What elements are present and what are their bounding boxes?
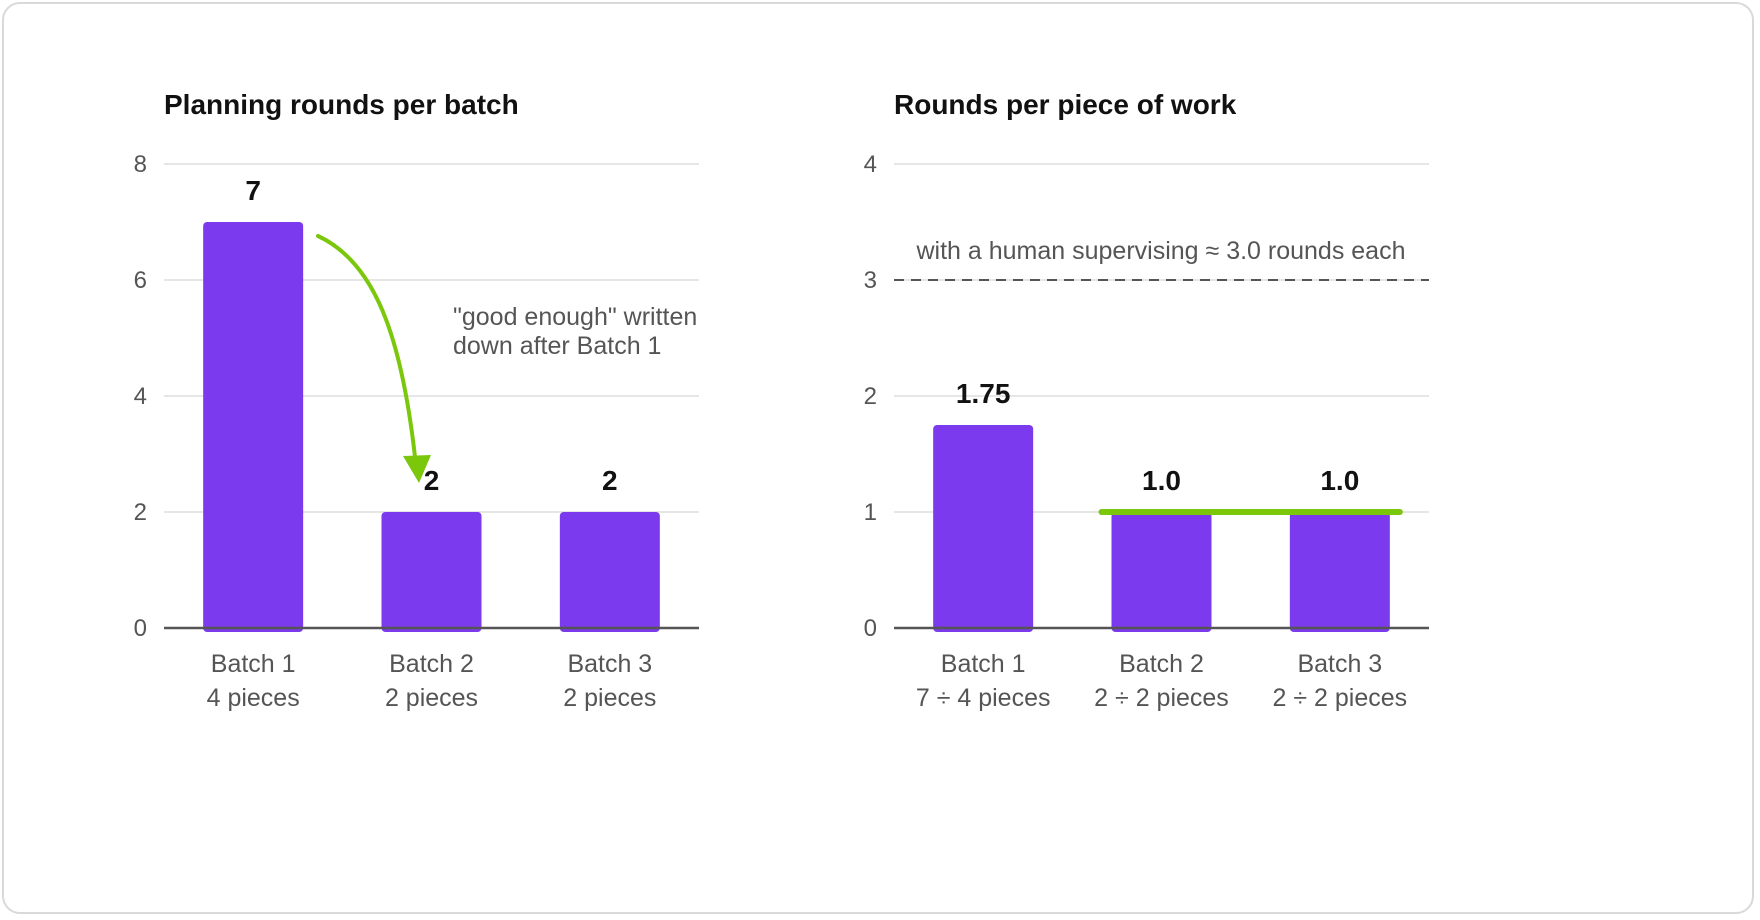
y-tick-label: 2: [864, 383, 877, 410]
x-category-label: Batch 1: [211, 650, 296, 678]
annotation-arrow: [316, 234, 418, 468]
y-tick-label: 8: [134, 151, 147, 178]
arrow-head: [403, 455, 431, 483]
overlay: [164, 234, 699, 630]
x-category-sublabel: 2 pieces: [563, 684, 656, 712]
x-category-label: Batch 2: [1119, 650, 1204, 678]
overlay: [894, 279, 1429, 630]
chart-title: Rounds per piece of work: [894, 89, 1237, 120]
x-category-label: Batch 3: [567, 650, 652, 678]
y-tick-label: 0: [864, 615, 877, 642]
bars: [203, 222, 660, 632]
value-label: 7: [245, 175, 261, 206]
y-tick-label: 6: [134, 267, 147, 294]
y-tick-label: 4: [864, 151, 877, 178]
annotation-text: "good enough" written: [453, 303, 697, 331]
bar-2: [1111, 512, 1212, 632]
x-category-label: Batch 1: [941, 650, 1026, 678]
y-tick-label: 4: [134, 383, 147, 410]
labels: 7 2 2 Batch 1 4 pieces Batch 2 2 pieces Batch 3…: [207, 175, 698, 712]
bar-1: [203, 222, 304, 632]
value-label: 1.75: [956, 378, 1011, 409]
y-tick-label: 0: [134, 615, 147, 642]
bar-1: [933, 425, 1034, 632]
bar-3: [1289, 512, 1390, 632]
bar-3: [559, 512, 660, 632]
x-category-label: Batch 2: [389, 650, 474, 678]
bar-2: [381, 512, 482, 632]
value-label: 2: [602, 465, 618, 496]
x-category-label: Batch 3: [1297, 650, 1382, 678]
x-category-sublabel: 2 ÷ 2 pieces: [1094, 684, 1229, 712]
y-tick-label: 1: [864, 499, 877, 526]
value-label: 1.0: [1142, 465, 1181, 496]
value-label: 1.0: [1320, 465, 1359, 496]
planning-rounds-chart: Planning rounds per batch 0 2 4 6 8 7 2 2 Batch…: [134, 89, 699, 712]
x-category-sublabel: 7 ÷ 4 pieces: [916, 684, 1051, 712]
reference-label: with a human supervising ≈ 3.0 rounds ea…: [915, 237, 1405, 265]
bars: [933, 425, 1390, 632]
y-tick-label: 3: [864, 267, 877, 294]
labels: 1.75 1.0 1.0 Batch 1 7 ÷ 4 pieces Batch 2 2 ÷ …: [915, 237, 1407, 712]
value-label: 2: [424, 465, 440, 496]
y-tick-label: 2: [134, 499, 147, 526]
chart-title: Planning rounds per batch: [164, 89, 519, 120]
annotation-text: down after Batch 1: [453, 332, 661, 360]
x-category-sublabel: 2 pieces: [385, 684, 478, 712]
x-category-sublabel: 4 pieces: [207, 684, 300, 712]
x-category-sublabel: 2 ÷ 2 pieces: [1273, 684, 1408, 712]
